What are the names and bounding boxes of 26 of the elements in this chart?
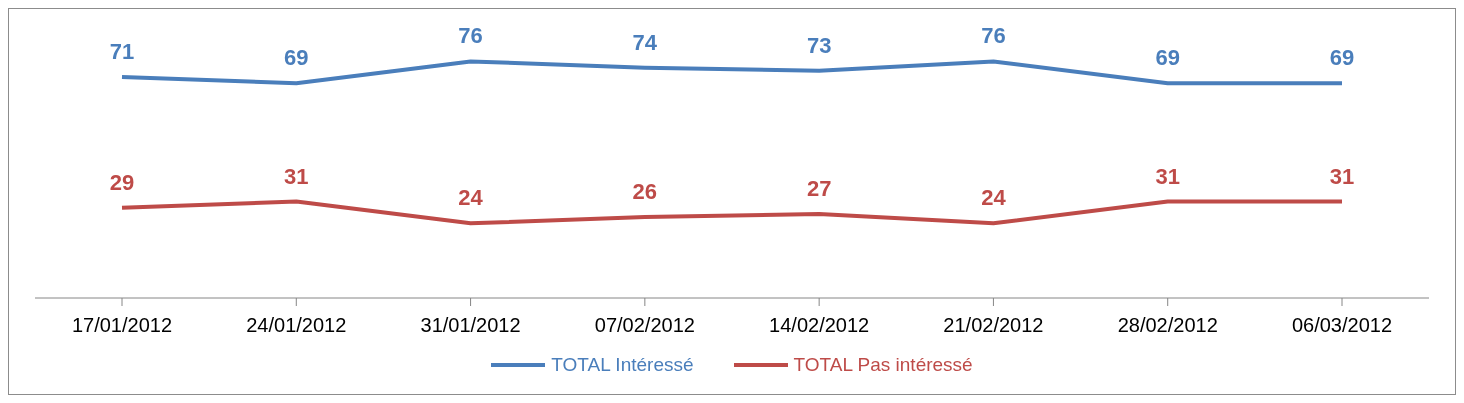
- legend-label: TOTAL Pas intéressé: [792, 354, 973, 376]
- data-label: 29: [109, 169, 135, 195]
- x-tick-label: 28/02/2012: [1117, 314, 1218, 337]
- data-label: 27: [806, 175, 832, 201]
- x-tick-label: 24/01/2012: [246, 314, 347, 337]
- x-tick-label: 06/03/2012: [1291, 314, 1393, 337]
- data-label: 76: [458, 23, 483, 49]
- legend-label: TOTAL Intéressé: [550, 354, 694, 376]
- data-label: 31: [1329, 163, 1355, 189]
- data-label: 71: [109, 39, 135, 65]
- data-label: 69: [284, 45, 309, 71]
- data-label: 74: [632, 29, 658, 55]
- x-tick-label: 14/02/2012: [769, 314, 870, 337]
- data-label: 26: [632, 179, 658, 205]
- x-tick-label: 07/02/2012: [594, 314, 695, 337]
- data-label: 69: [1329, 45, 1355, 71]
- data-label: 76: [981, 23, 1006, 49]
- data-label: 73: [806, 32, 832, 58]
- data-label: 31: [284, 163, 309, 189]
- data-label: 24: [458, 185, 484, 211]
- x-tick-label: 17/01/2012: [71, 314, 173, 337]
- x-tick-label: 21/02/2012: [943, 314, 1044, 337]
- data-label: 24: [981, 185, 1007, 211]
- data-label: 31: [1155, 163, 1180, 189]
- x-tick-label: 31/01/2012: [420, 314, 521, 337]
- data-label: 69: [1155, 45, 1180, 71]
